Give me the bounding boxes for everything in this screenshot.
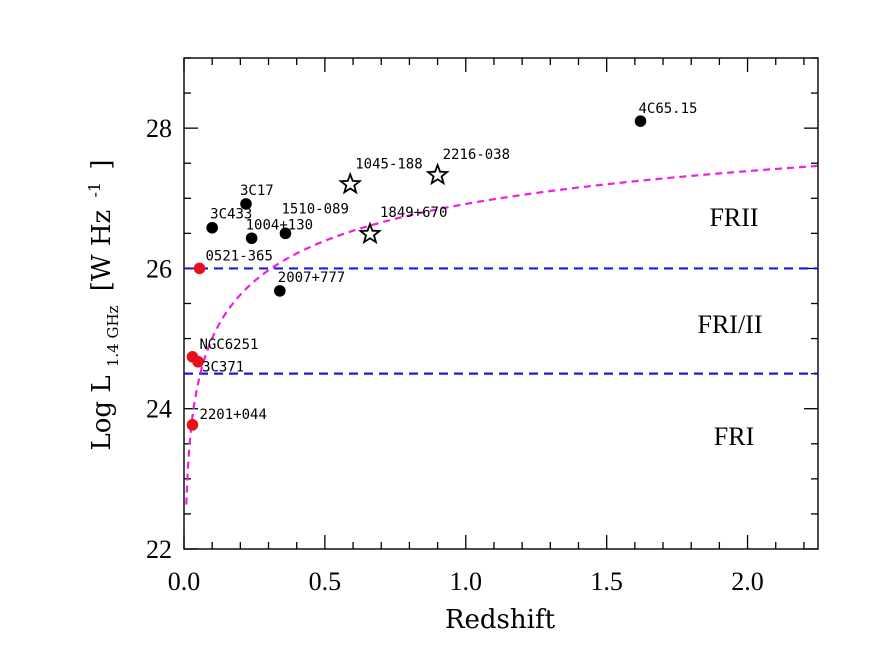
- point-label: 2216-038: [443, 147, 510, 163]
- svg-text:Log L 1.4 GHz [W: Log L 1.4 GHz [W Hz -1 ]: [77, 159, 125, 450]
- point-label: NGC6251: [199, 337, 258, 353]
- x-tick-label: 2.0: [731, 567, 764, 596]
- point-label: 4C65.15: [638, 101, 697, 117]
- flux-limit-curve: [185, 164, 818, 505]
- y-axis-title-unit: [W Hz: [87, 210, 117, 292]
- circle-marker: [206, 221, 218, 234]
- data-points: [186, 115, 647, 431]
- region-label-fri: FRI: [714, 422, 754, 451]
- star-marker: [425, 162, 450, 186]
- y-tick-label: 24: [146, 395, 172, 424]
- circle-marker: [192, 355, 204, 368]
- circle-marker: [186, 419, 199, 431]
- x-tick-label: 1.0: [450, 567, 483, 596]
- y-axis-title-main: Log L: [87, 375, 117, 450]
- point-label: 2201+044: [199, 407, 266, 423]
- point-label: 1004+130: [246, 217, 313, 233]
- y-axis-title-exp: -1: [85, 182, 104, 198]
- x-tick-labels: 0.0 0.5 1.0 1.5 2.0: [168, 567, 764, 596]
- y-tick-label: 28: [146, 114, 172, 143]
- circle-marker: [279, 227, 292, 240]
- point-label: 1045-188: [355, 156, 422, 172]
- y-axis-title-sub: 1.4 GHz: [104, 305, 122, 367]
- region-label-frii: FRII: [709, 203, 758, 232]
- point-label: 3C433: [210, 207, 252, 223]
- circle-marker: [193, 262, 206, 275]
- circle-marker: [634, 115, 647, 127]
- axis-ticks: [183, 57, 818, 550]
- circle-marker: [245, 232, 258, 245]
- star-marker: [358, 221, 382, 245]
- point-label: 2007+777: [278, 270, 345, 286]
- region-label-fri-ii: FRI/II: [698, 310, 763, 339]
- plot-frame: [183, 57, 819, 550]
- x-axis-title: Redshift: [445, 605, 556, 635]
- y-axis-title: Log L 1.4 GHz [W Hz -1 ]: [77, 159, 125, 450]
- y-axis-title-close: ]: [87, 159, 117, 169]
- y-tick-label: 26: [146, 254, 172, 283]
- point-label: 0521-365: [205, 248, 272, 264]
- star-marker: [338, 171, 363, 195]
- x-tick-label: 0.0: [168, 567, 201, 596]
- x-tick-label: 1.5: [590, 567, 623, 596]
- point-label: 1849+670: [380, 205, 447, 221]
- point-label: 3C371: [202, 360, 244, 376]
- circle-marker: [274, 285, 286, 297]
- x-tick-label: 0.5: [309, 567, 342, 596]
- threshold-lines: [184, 267, 818, 375]
- point-label: 1510-089: [281, 201, 348, 217]
- y-tick-label: 22: [146, 535, 172, 564]
- y-tick-labels: 22 24 26 28: [146, 114, 172, 564]
- circle-marker: [240, 198, 252, 210]
- point-label: 3C17: [240, 183, 274, 199]
